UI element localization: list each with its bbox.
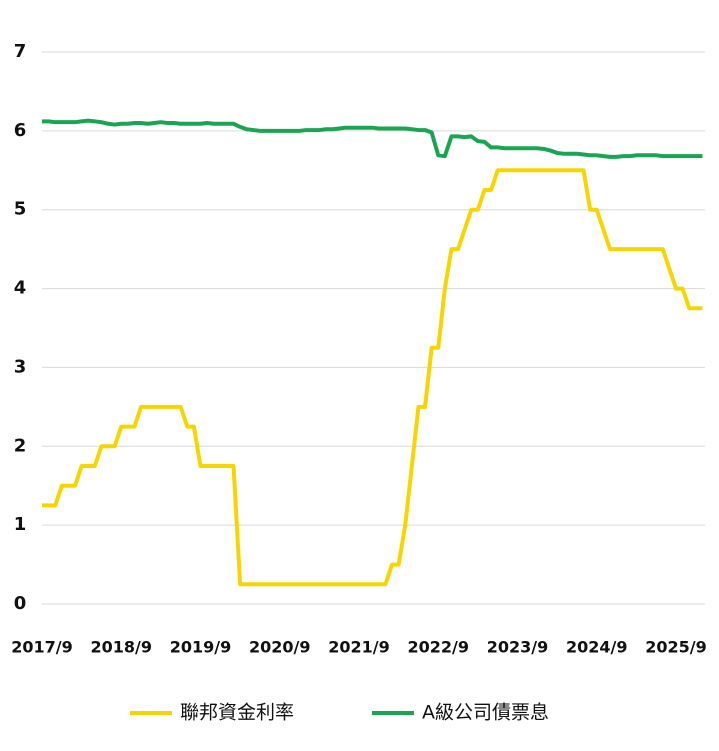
x-tick-label: 2017/9: [11, 638, 73, 657]
y-tick-label: 2: [14, 435, 27, 456]
x-tick-label: 2020/9: [249, 638, 311, 657]
line-series: [42, 118, 703, 159]
x-tick-label: 2021/9: [328, 638, 390, 657]
x-tick-label: 2025/9: [645, 638, 707, 657]
y-tick-label: 0: [14, 593, 27, 614]
x-tick-label: 2022/9: [407, 638, 469, 657]
legend-label: A級公司債票息: [422, 702, 549, 724]
legend-label: 聯邦資金利率: [180, 702, 294, 724]
x-tick-label: 2018/9: [90, 638, 152, 657]
y-tick-label: 6: [14, 120, 27, 141]
x-tick-label: 2024/9: [566, 638, 628, 657]
x-tick-label: 2019/9: [170, 638, 232, 657]
y-tick-label: 4: [14, 278, 27, 299]
y-tick-label: 7: [14, 41, 27, 62]
y-tick-label: 5: [14, 199, 27, 220]
y-tick-label: 1: [14, 514, 27, 535]
y-tick-label: 3: [14, 356, 27, 377]
line-series: [42, 168, 703, 587]
x-tick-label: 2023/9: [487, 638, 549, 657]
